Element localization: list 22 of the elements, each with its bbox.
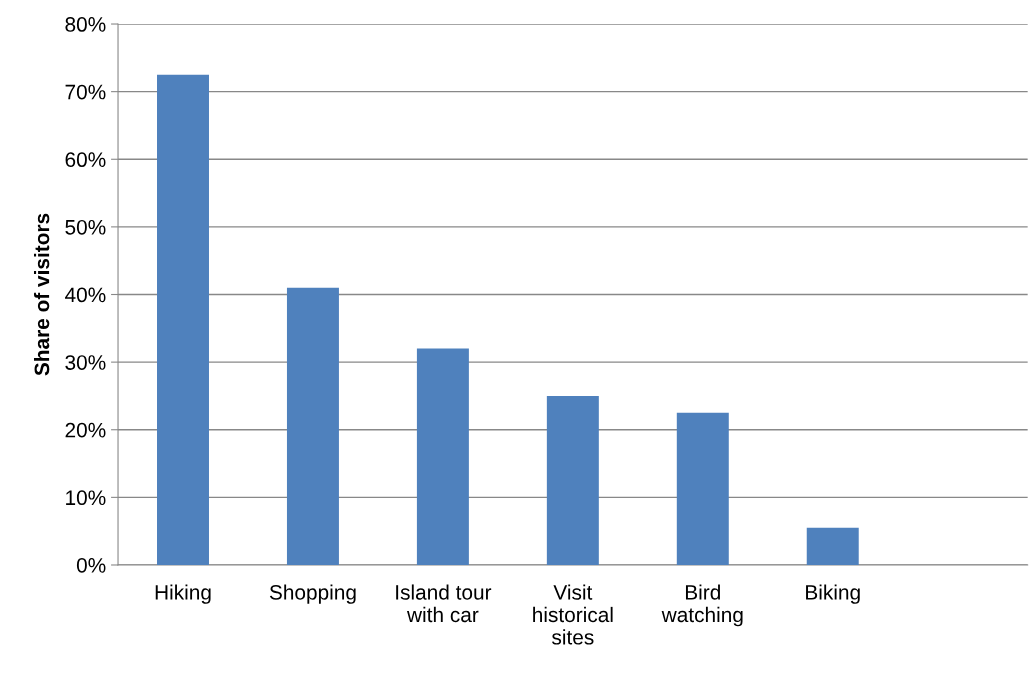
y-tick-label: 50% — [65, 219, 106, 235]
bar — [286, 287, 339, 565]
y-tick-label: 30% — [65, 355, 106, 370]
y-tick-label: 0% — [76, 557, 106, 573]
y-tick-label: 60% — [65, 152, 106, 168]
x-tick-label: Island tour with car — [396, 584, 492, 623]
x-tick-label: Bird watching — [661, 584, 743, 627]
y-tick-label: 10% — [66, 490, 106, 506]
bar — [416, 348, 469, 565]
y-tick-label: 80% — [65, 17, 106, 32]
y-tick-label: 20% — [65, 422, 106, 438]
bar — [157, 74, 209, 565]
y-tick-label: 40% — [65, 287, 106, 303]
y-tick-label: 70% — [65, 84, 106, 100]
bar — [676, 412, 729, 565]
bar — [806, 527, 859, 565]
x-tick-label: Shopping — [269, 584, 356, 604]
x-tick-label: Visit historical sites — [533, 584, 613, 645]
x-tick-label: Biking — [806, 584, 860, 604]
y-axis-title: Share of visitors — [33, 213, 50, 376]
x-tick-label: Hiking — [155, 584, 211, 604]
bar — [546, 395, 599, 565]
